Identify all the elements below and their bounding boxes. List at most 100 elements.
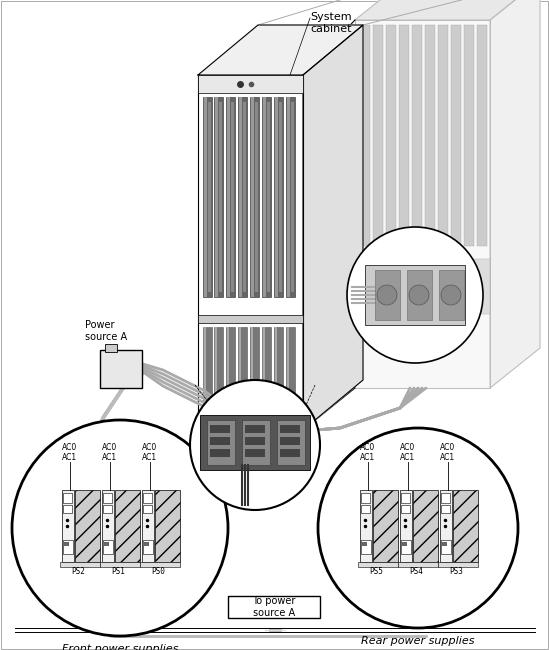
Bar — [373, 25, 383, 246]
Bar — [245, 449, 265, 457]
Bar — [143, 493, 152, 503]
Circle shape — [441, 285, 461, 305]
Bar — [215, 327, 217, 427]
Bar — [245, 425, 265, 433]
Bar — [441, 493, 450, 503]
Bar — [453, 490, 478, 562]
Bar — [242, 420, 270, 465]
Bar — [425, 25, 435, 246]
Text: AC0: AC0 — [360, 443, 376, 452]
Bar — [362, 542, 367, 546]
Circle shape — [190, 380, 320, 510]
Bar — [226, 327, 235, 427]
Bar — [438, 25, 448, 246]
Bar — [360, 490, 372, 562]
Bar — [100, 350, 142, 388]
Bar — [413, 490, 438, 562]
Bar — [401, 493, 410, 503]
Bar — [280, 449, 300, 457]
Bar — [207, 420, 235, 465]
Bar — [155, 490, 180, 562]
Bar — [210, 425, 230, 433]
Bar — [400, 490, 412, 562]
Bar — [286, 97, 295, 297]
Bar — [208, 102, 211, 292]
Text: PS2: PS2 — [71, 567, 85, 576]
Bar — [103, 493, 112, 503]
Bar — [451, 25, 461, 246]
Bar — [441, 505, 450, 513]
Text: AC1: AC1 — [63, 453, 77, 462]
Bar — [439, 270, 464, 320]
Bar — [243, 102, 246, 292]
Text: AC0: AC0 — [102, 443, 117, 452]
Bar — [477, 25, 487, 246]
Text: AC1: AC1 — [142, 453, 158, 462]
Bar — [64, 542, 69, 546]
Bar — [198, 315, 303, 323]
Bar — [227, 327, 229, 427]
Bar — [63, 505, 72, 513]
Bar — [263, 327, 265, 427]
Polygon shape — [303, 25, 363, 430]
Bar — [203, 440, 217, 468]
Bar — [373, 490, 398, 562]
Bar — [219, 102, 222, 292]
Bar — [250, 327, 259, 427]
Bar — [438, 562, 478, 567]
Bar — [115, 490, 140, 562]
Bar — [102, 490, 114, 562]
Text: System
cabinet: System cabinet — [310, 12, 351, 34]
Bar — [238, 327, 247, 427]
Bar — [100, 562, 140, 567]
Bar — [203, 327, 212, 427]
Bar — [279, 102, 282, 292]
Circle shape — [318, 428, 518, 628]
Text: PS0: PS0 — [151, 567, 165, 576]
Bar — [204, 327, 206, 427]
Bar — [245, 437, 265, 445]
Bar — [203, 97, 212, 297]
Bar — [263, 97, 266, 297]
Bar — [361, 493, 370, 503]
Bar — [260, 440, 274, 468]
Bar — [277, 420, 305, 465]
Bar — [228, 596, 320, 618]
Bar — [251, 97, 254, 297]
Bar — [287, 327, 289, 427]
Bar — [75, 490, 100, 562]
Bar — [144, 542, 149, 546]
Bar — [241, 440, 255, 468]
Bar — [279, 440, 293, 468]
Text: Rear power supplies: Rear power supplies — [361, 636, 475, 646]
Bar — [286, 327, 295, 427]
Bar — [238, 97, 247, 297]
Bar — [250, 97, 259, 297]
Bar — [140, 562, 180, 567]
Bar — [440, 490, 452, 562]
Bar — [275, 97, 278, 297]
Bar — [355, 259, 490, 315]
Bar — [399, 25, 409, 246]
Bar — [355, 20, 490, 388]
Bar — [262, 327, 271, 427]
Bar — [198, 75, 303, 93]
Text: PS3: PS3 — [449, 567, 463, 576]
Bar — [386, 25, 396, 246]
Bar — [62, 490, 74, 562]
Bar — [361, 505, 370, 513]
Text: PS4: PS4 — [409, 567, 423, 576]
Bar — [274, 97, 283, 297]
Bar — [412, 25, 422, 246]
Bar — [401, 505, 410, 513]
Text: To power
source A: To power source A — [253, 596, 296, 618]
Bar — [441, 540, 451, 554]
Bar — [255, 102, 258, 292]
Bar — [267, 102, 270, 292]
Bar — [365, 265, 465, 325]
Bar — [200, 415, 310, 470]
Circle shape — [12, 420, 228, 636]
Bar — [262, 97, 271, 297]
Bar — [407, 270, 432, 320]
Text: AC1: AC1 — [103, 453, 117, 462]
